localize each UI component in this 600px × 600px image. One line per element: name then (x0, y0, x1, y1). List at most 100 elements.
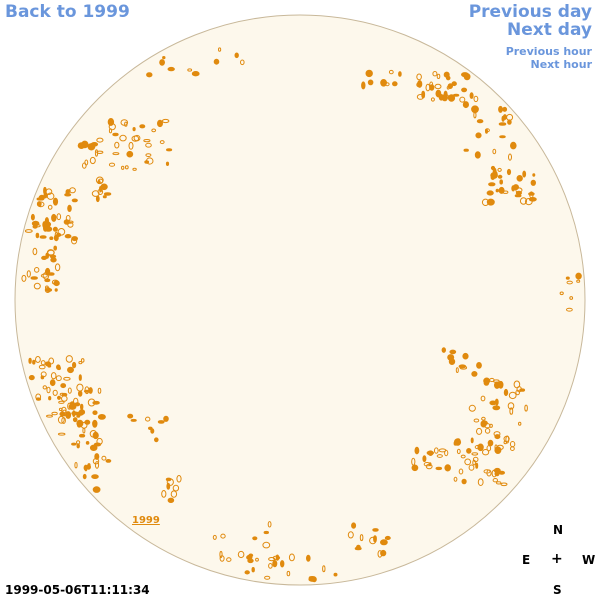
contour-mark (67, 366, 74, 374)
contour-mark (57, 432, 66, 436)
contour-mark (32, 224, 38, 229)
contour-mark (458, 364, 467, 369)
contour-mark (268, 563, 273, 569)
contour-mark (44, 278, 51, 283)
contour-mark (441, 347, 446, 353)
compass-east-label: E (522, 553, 531, 567)
contour-mark (50, 372, 57, 380)
contour-mark (268, 557, 276, 562)
contour-mark (507, 402, 515, 410)
contour-mark (496, 481, 502, 485)
contour-mark (50, 257, 57, 263)
contour-mark (466, 448, 472, 454)
contour-mark (161, 490, 167, 498)
contour-mark (469, 92, 474, 99)
contour-mark (449, 349, 457, 355)
contour-mark (426, 450, 434, 456)
contour-mark (78, 361, 83, 365)
contour-mark (519, 197, 528, 205)
contour-mark (447, 94, 456, 102)
contour-mark (26, 270, 31, 278)
contour-mark (46, 414, 53, 418)
contour-mark (35, 393, 42, 401)
contour-mark (132, 167, 137, 171)
contour-mark (78, 390, 83, 397)
contour-mark (21, 274, 27, 282)
contour-mark (151, 128, 157, 133)
contour-mark (38, 203, 42, 207)
contour-mark (143, 139, 151, 143)
contour-mark (530, 179, 536, 186)
contour-mark (67, 387, 72, 394)
contour-mark (57, 395, 61, 400)
contour-mark (377, 550, 383, 558)
contour-mark (32, 247, 38, 256)
contour-mark (91, 190, 100, 197)
contour-mark (488, 182, 496, 187)
next-hour-link[interactable]: Next hour (530, 58, 593, 71)
contour-mark (495, 188, 499, 193)
contour-mark (515, 187, 523, 193)
contour-mark (255, 557, 259, 562)
contour-mark (566, 307, 573, 312)
contour-mark (40, 375, 45, 380)
contour-mark (434, 83, 442, 90)
contour-mark (82, 473, 87, 480)
contour-mark (112, 152, 120, 156)
contour-mark (30, 276, 38, 280)
year-link[interactable]: 1999 (132, 515, 160, 526)
contour-mark (502, 190, 509, 194)
contour-mark (82, 162, 87, 169)
contour-mark (127, 413, 134, 419)
previous-day-link[interactable]: Previous day (468, 2, 592, 22)
contour-mark (67, 189, 71, 193)
contour-mark (532, 173, 536, 177)
contour-mark (28, 357, 32, 364)
contour-mark (52, 197, 59, 206)
next-day-link[interactable]: Next day (507, 20, 592, 40)
contour-mark (146, 72, 153, 78)
compass-south-label: S (553, 583, 562, 597)
contour-mark (99, 186, 103, 193)
contour-mark (367, 79, 374, 86)
contour-mark (89, 444, 98, 451)
contour-mark (78, 409, 86, 416)
contour-mark (64, 193, 72, 197)
contour-mark (524, 198, 533, 206)
contour-mark (476, 119, 484, 124)
contour-mark (61, 395, 68, 402)
contour-mark (576, 279, 581, 283)
contour-mark (516, 386, 522, 393)
contour-mark (347, 531, 354, 539)
contour-mark (494, 381, 500, 389)
contour-mark (446, 86, 450, 90)
contour-mark (497, 174, 503, 179)
contour-mark (53, 245, 58, 251)
contour-mark (484, 128, 490, 133)
contour-mark (163, 415, 169, 422)
contour-mark (96, 437, 103, 445)
contour-mark (351, 522, 357, 529)
contour-mark (132, 127, 136, 132)
contour-mark (472, 459, 476, 466)
previous-hour-link[interactable]: Previous hour (505, 45, 592, 58)
contour-mark (58, 400, 65, 404)
magnetic-contours (21, 47, 582, 583)
contour-mark (398, 71, 402, 77)
contour-mark (484, 428, 491, 434)
solar-disk (14, 14, 586, 586)
contour-mark (76, 414, 81, 418)
contour-mark (510, 141, 517, 150)
contour-mark (497, 167, 502, 172)
compass-north-label: N (553, 523, 564, 537)
contour-mark (55, 375, 62, 382)
contour-mark (46, 222, 52, 227)
back-to-year-link[interactable]: Back to 1999 (5, 2, 130, 22)
contour-mark (148, 426, 153, 430)
contour-mark (53, 280, 60, 287)
contour-mark (494, 434, 501, 440)
contour-mark (447, 354, 455, 361)
contour-mark (67, 204, 72, 212)
contour-mark (95, 195, 100, 203)
contour-mark (166, 148, 173, 152)
